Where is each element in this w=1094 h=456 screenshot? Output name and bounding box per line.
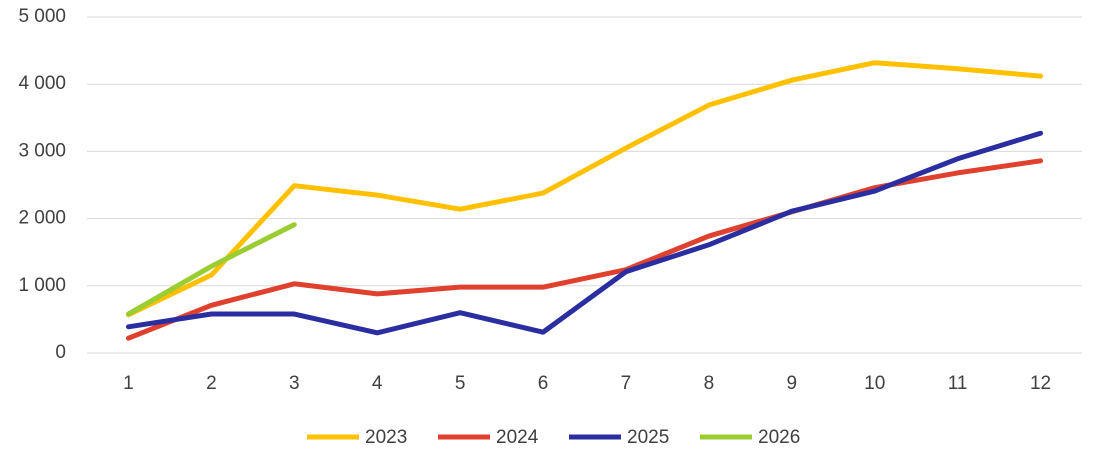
x-tick-label: 12 — [1030, 373, 1051, 394]
x-tick-label: 1 — [123, 373, 134, 394]
x-tick-label: 9 — [787, 373, 798, 394]
x-tick-label: 3 — [289, 373, 300, 394]
x-tick-label: 6 — [538, 373, 549, 394]
x-tick-label: 10 — [864, 373, 885, 394]
x-tick-label: 5 — [455, 373, 466, 394]
series-line — [125, 60, 1044, 318]
legend-label: 2025 — [627, 427, 669, 448]
series-line — [125, 222, 297, 317]
legend-label: 2026 — [758, 427, 800, 448]
y-tick-label: 5 000 — [18, 6, 66, 27]
y-tick-label: 1 000 — [18, 275, 66, 296]
series-line — [125, 130, 1044, 336]
y-tick-label: 2 000 — [18, 208, 66, 229]
y-tick-label: 0 — [55, 342, 66, 363]
x-tick-label: 11 — [948, 373, 968, 394]
x-tick-label: 4 — [372, 373, 383, 394]
x-tick-label: 2 — [206, 373, 217, 394]
x-tick-label: 8 — [704, 373, 715, 394]
legend-label: 2023 — [365, 427, 407, 448]
y-tick-label: 3 000 — [18, 140, 66, 161]
legend-label: 2024 — [496, 427, 539, 448]
x-tick-label: 7 — [621, 373, 632, 394]
y-tick-label: 4 000 — [18, 73, 66, 94]
